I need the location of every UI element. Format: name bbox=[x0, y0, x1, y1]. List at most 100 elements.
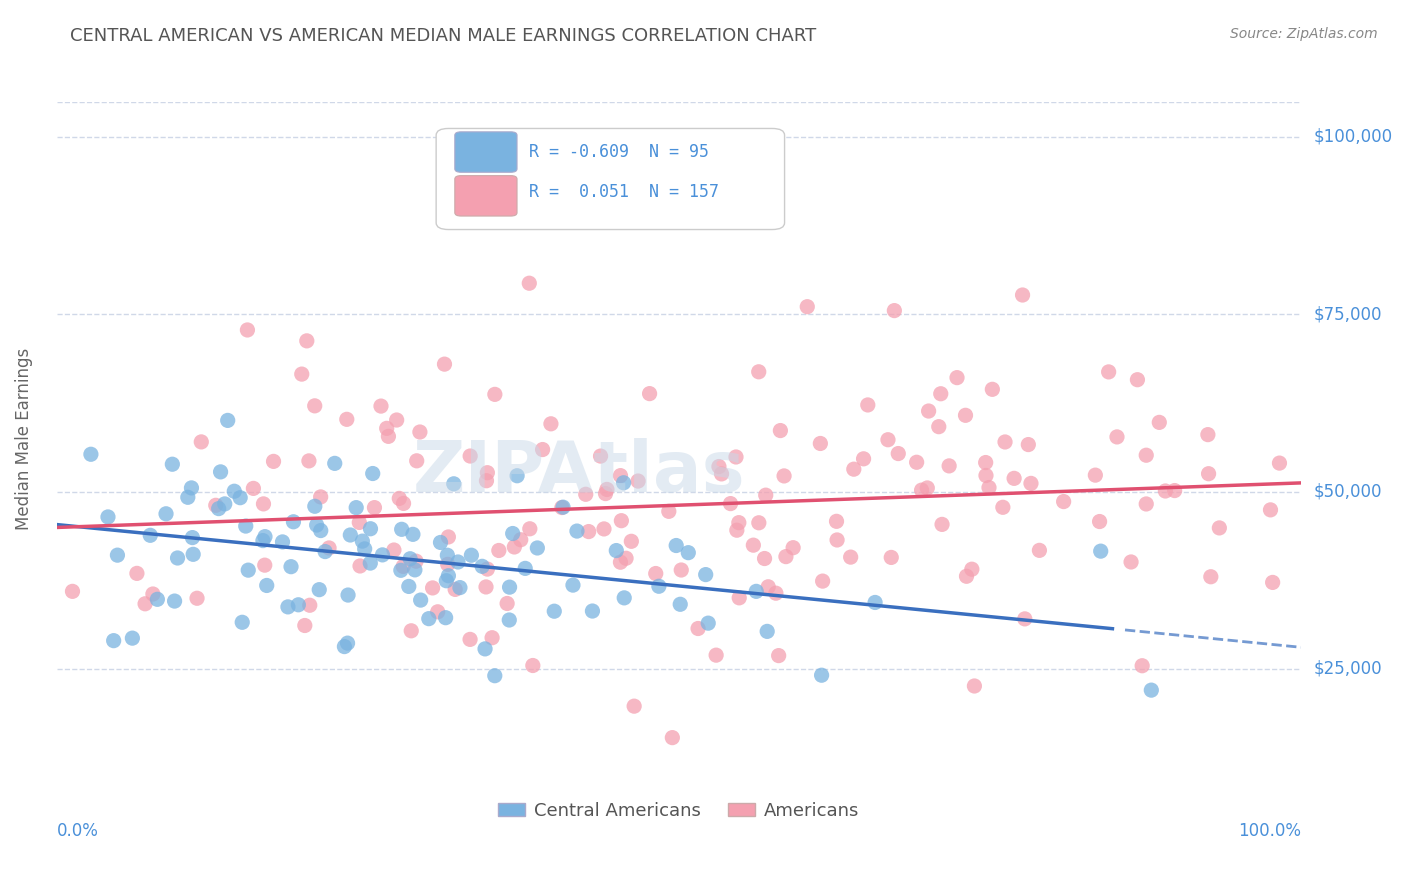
Text: Source: ZipAtlas.com: Source: ZipAtlas.com bbox=[1230, 27, 1378, 41]
Point bbox=[449, 581, 471, 595]
Point bbox=[905, 455, 928, 469]
Point bbox=[671, 563, 693, 577]
Point bbox=[669, 597, 692, 611]
Point bbox=[754, 551, 776, 566]
Point bbox=[304, 399, 326, 413]
Text: $50,000: $50,000 bbox=[1313, 483, 1382, 500]
Point bbox=[134, 597, 156, 611]
Point bbox=[551, 500, 574, 515]
Point bbox=[405, 454, 427, 468]
Point bbox=[447, 555, 470, 569]
Point bbox=[825, 514, 848, 528]
Point bbox=[1268, 456, 1291, 470]
Point bbox=[484, 387, 506, 401]
Point bbox=[484, 669, 506, 683]
Point bbox=[107, 548, 129, 562]
Point bbox=[1019, 476, 1042, 491]
Point bbox=[755, 488, 778, 502]
Point bbox=[291, 367, 314, 381]
Point bbox=[434, 574, 457, 588]
Point bbox=[433, 357, 456, 371]
Point bbox=[125, 566, 148, 581]
Point bbox=[515, 561, 537, 575]
Point bbox=[229, 491, 252, 505]
Point bbox=[880, 550, 903, 565]
Point bbox=[1088, 515, 1111, 529]
Text: $100,000: $100,000 bbox=[1313, 128, 1392, 146]
Point bbox=[318, 541, 340, 555]
Point bbox=[842, 462, 865, 476]
Point bbox=[146, 592, 169, 607]
Point bbox=[756, 580, 779, 594]
Point bbox=[526, 541, 548, 555]
Point bbox=[236, 323, 259, 337]
Point bbox=[1260, 503, 1282, 517]
Point bbox=[1105, 430, 1128, 444]
Point bbox=[506, 468, 529, 483]
Point bbox=[963, 679, 986, 693]
Point bbox=[627, 474, 650, 488]
Point bbox=[277, 599, 299, 614]
Point bbox=[253, 558, 276, 573]
Point bbox=[360, 522, 382, 536]
Point bbox=[1135, 497, 1157, 511]
Point bbox=[695, 567, 717, 582]
Point bbox=[727, 516, 749, 530]
Point bbox=[181, 531, 204, 545]
Point bbox=[725, 523, 748, 537]
Point bbox=[162, 457, 184, 471]
Point bbox=[391, 522, 413, 536]
Point bbox=[575, 487, 598, 501]
Point bbox=[295, 334, 318, 348]
Point bbox=[337, 588, 360, 602]
Point bbox=[1149, 416, 1171, 430]
Point bbox=[1084, 468, 1107, 483]
Point bbox=[589, 449, 612, 463]
Point bbox=[305, 518, 328, 533]
Text: $25,000: $25,000 bbox=[1313, 660, 1382, 678]
Point bbox=[252, 533, 274, 548]
Point bbox=[540, 417, 562, 431]
Point bbox=[344, 500, 367, 515]
Point bbox=[748, 516, 770, 530]
Point bbox=[1014, 612, 1036, 626]
Point bbox=[745, 584, 768, 599]
Point bbox=[613, 475, 636, 490]
Point bbox=[496, 597, 519, 611]
Point bbox=[938, 458, 960, 473]
Point bbox=[658, 504, 681, 518]
Point bbox=[724, 450, 747, 464]
Point bbox=[609, 555, 631, 569]
Point bbox=[955, 409, 977, 423]
Point bbox=[204, 498, 226, 512]
Point bbox=[1098, 365, 1121, 379]
Point bbox=[429, 535, 451, 549]
Point bbox=[252, 497, 274, 511]
Point bbox=[503, 540, 526, 554]
Point bbox=[638, 386, 661, 401]
Point bbox=[1017, 437, 1039, 451]
Point bbox=[242, 482, 264, 496]
Point bbox=[1052, 494, 1074, 508]
Point bbox=[434, 610, 457, 624]
Point bbox=[605, 543, 627, 558]
Text: ZIPAtlas: ZIPAtlas bbox=[413, 438, 745, 507]
Point bbox=[728, 591, 751, 605]
Point bbox=[994, 434, 1017, 449]
Point bbox=[304, 500, 326, 514]
Point bbox=[388, 491, 411, 506]
Point bbox=[748, 365, 770, 379]
Point bbox=[1197, 427, 1219, 442]
Point bbox=[1028, 543, 1050, 558]
Point bbox=[517, 277, 540, 291]
Point bbox=[280, 559, 302, 574]
Point bbox=[1140, 683, 1163, 698]
Point bbox=[543, 604, 565, 618]
Point bbox=[475, 580, 498, 594]
Point bbox=[336, 412, 359, 426]
Point bbox=[661, 731, 683, 745]
FancyBboxPatch shape bbox=[454, 132, 517, 172]
Point bbox=[955, 569, 977, 583]
Point bbox=[283, 515, 305, 529]
Point bbox=[929, 386, 952, 401]
